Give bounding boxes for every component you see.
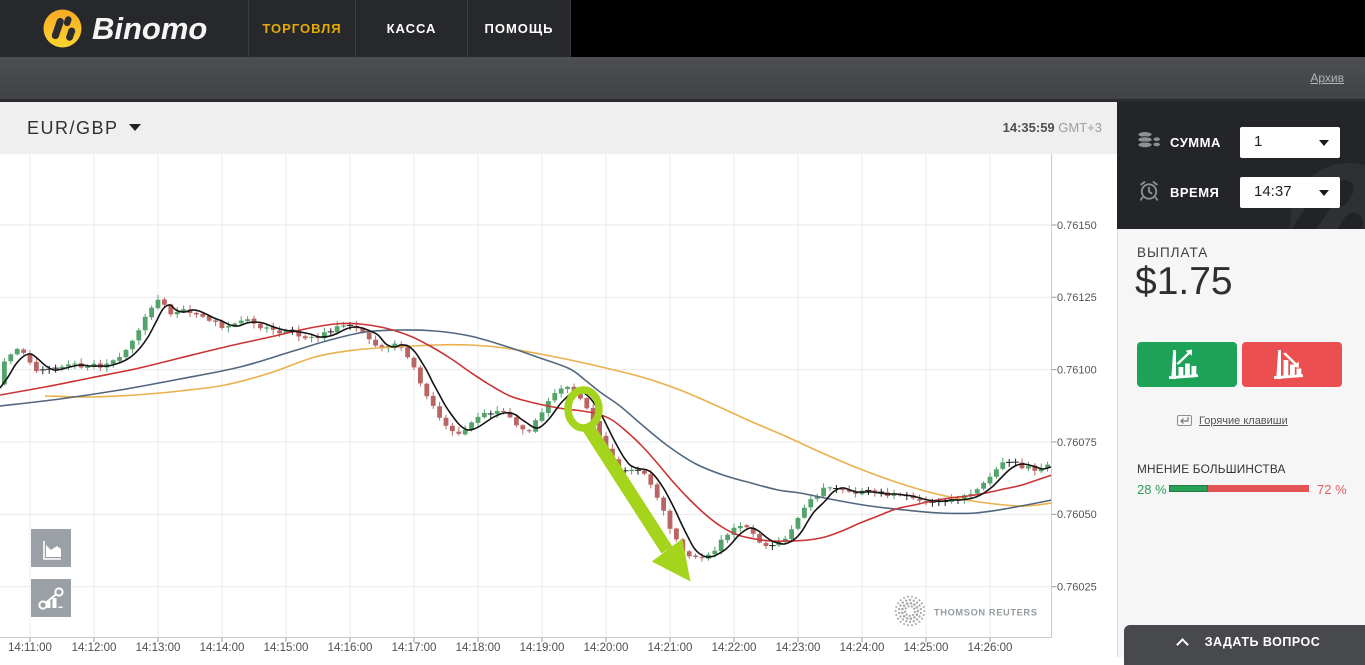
svg-text:THOMSON REUTERS: THOMSON REUTERS	[934, 608, 1038, 618]
svg-text:14:19:00: 14:19:00	[520, 642, 565, 654]
svg-text:14:24:00: 14:24:00	[840, 642, 885, 654]
svg-text:0.76050: 0.76050	[1057, 509, 1097, 521]
svg-text:0.76150: 0.76150	[1057, 220, 1097, 232]
svg-text:0.76100: 0.76100	[1057, 364, 1097, 376]
svg-text:14:17:00: 14:17:00	[392, 642, 437, 654]
svg-text:14:12:00: 14:12:00	[72, 642, 117, 654]
svg-text:14:20:00: 14:20:00	[584, 642, 629, 654]
svg-text:14:25:00: 14:25:00	[904, 642, 949, 654]
svg-text:0.76125: 0.76125	[1057, 292, 1097, 304]
svg-text:14:22:00: 14:22:00	[712, 642, 757, 654]
svg-text:14:14:00: 14:14:00	[200, 642, 245, 654]
svg-text:0.76075: 0.76075	[1057, 437, 1097, 449]
svg-text:14:23:00: 14:23:00	[776, 642, 821, 654]
svg-text:14:11:00: 14:11:00	[8, 642, 52, 654]
svg-text:0.76025: 0.76025	[1057, 582, 1097, 594]
svg-text:14:21:00: 14:21:00	[648, 642, 693, 654]
svg-text:14:26:00: 14:26:00	[968, 642, 1013, 654]
svg-text:14:15:00: 14:15:00	[264, 642, 309, 654]
svg-text:14:13:00: 14:13:00	[136, 642, 181, 654]
svg-text:14:18:00: 14:18:00	[456, 642, 501, 654]
svg-text:14:16:00: 14:16:00	[328, 642, 373, 654]
